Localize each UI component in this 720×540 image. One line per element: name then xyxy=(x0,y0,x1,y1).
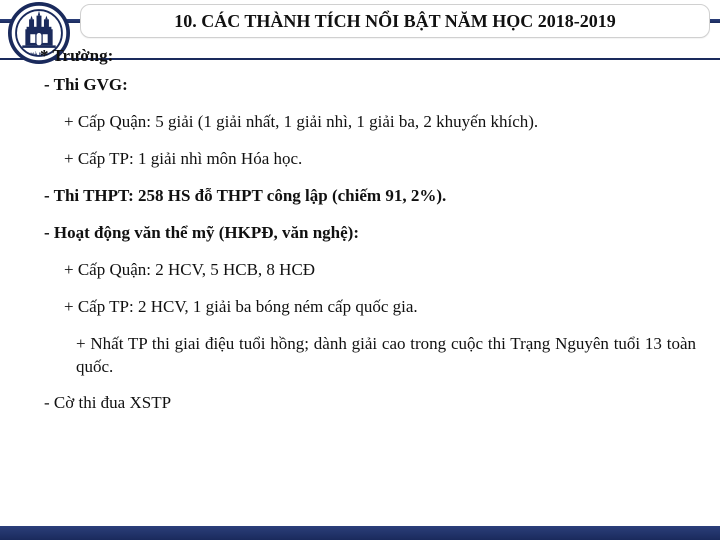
line-cap-tp-gvg: + Cấp TP: 1 giải nhì môn Hóa học. xyxy=(24,148,696,171)
content-body: - Thi GVG: + Cấp Quận: 5 giải (1 giải nh… xyxy=(0,74,720,415)
footer-bar xyxy=(0,526,720,540)
line-cap-tp-hkpd: + Cấp TP: 2 HCV, 1 giải ba bóng ném cấp … xyxy=(24,296,696,319)
line-nhat-tp: + Nhất TP thi giai điệu tuổi hồng; dành … xyxy=(24,333,696,379)
line-co-thi-dua: - Cờ thi đua XSTP xyxy=(24,392,696,415)
truong-label: * Trường: xyxy=(40,46,113,66)
line-thi-gvg: - Thi GVG: xyxy=(24,74,696,97)
line-thi-thpt: - Thi THPT: 258 HS đỗ THPT công lập (chi… xyxy=(24,185,696,208)
slide-title: 10. CÁC THÀNH TÍCH NỔI BẬT NĂM HỌC 2018-… xyxy=(174,11,616,32)
title-box: 10. CÁC THÀNH TÍCH NỔI BẬT NĂM HỌC 2018-… xyxy=(80,4,710,38)
line-hoat-dong: - Hoạt động văn thể mỹ (HKPĐ, văn nghệ): xyxy=(24,222,696,245)
line-cap-quan-gvg: + Cấp Quận: 5 giải (1 giải nhất, 1 giải … xyxy=(24,111,696,134)
line-cap-quan-hkpd: + Cấp Quận: 2 HCV, 5 HCB, 8 HCĐ xyxy=(24,259,696,282)
